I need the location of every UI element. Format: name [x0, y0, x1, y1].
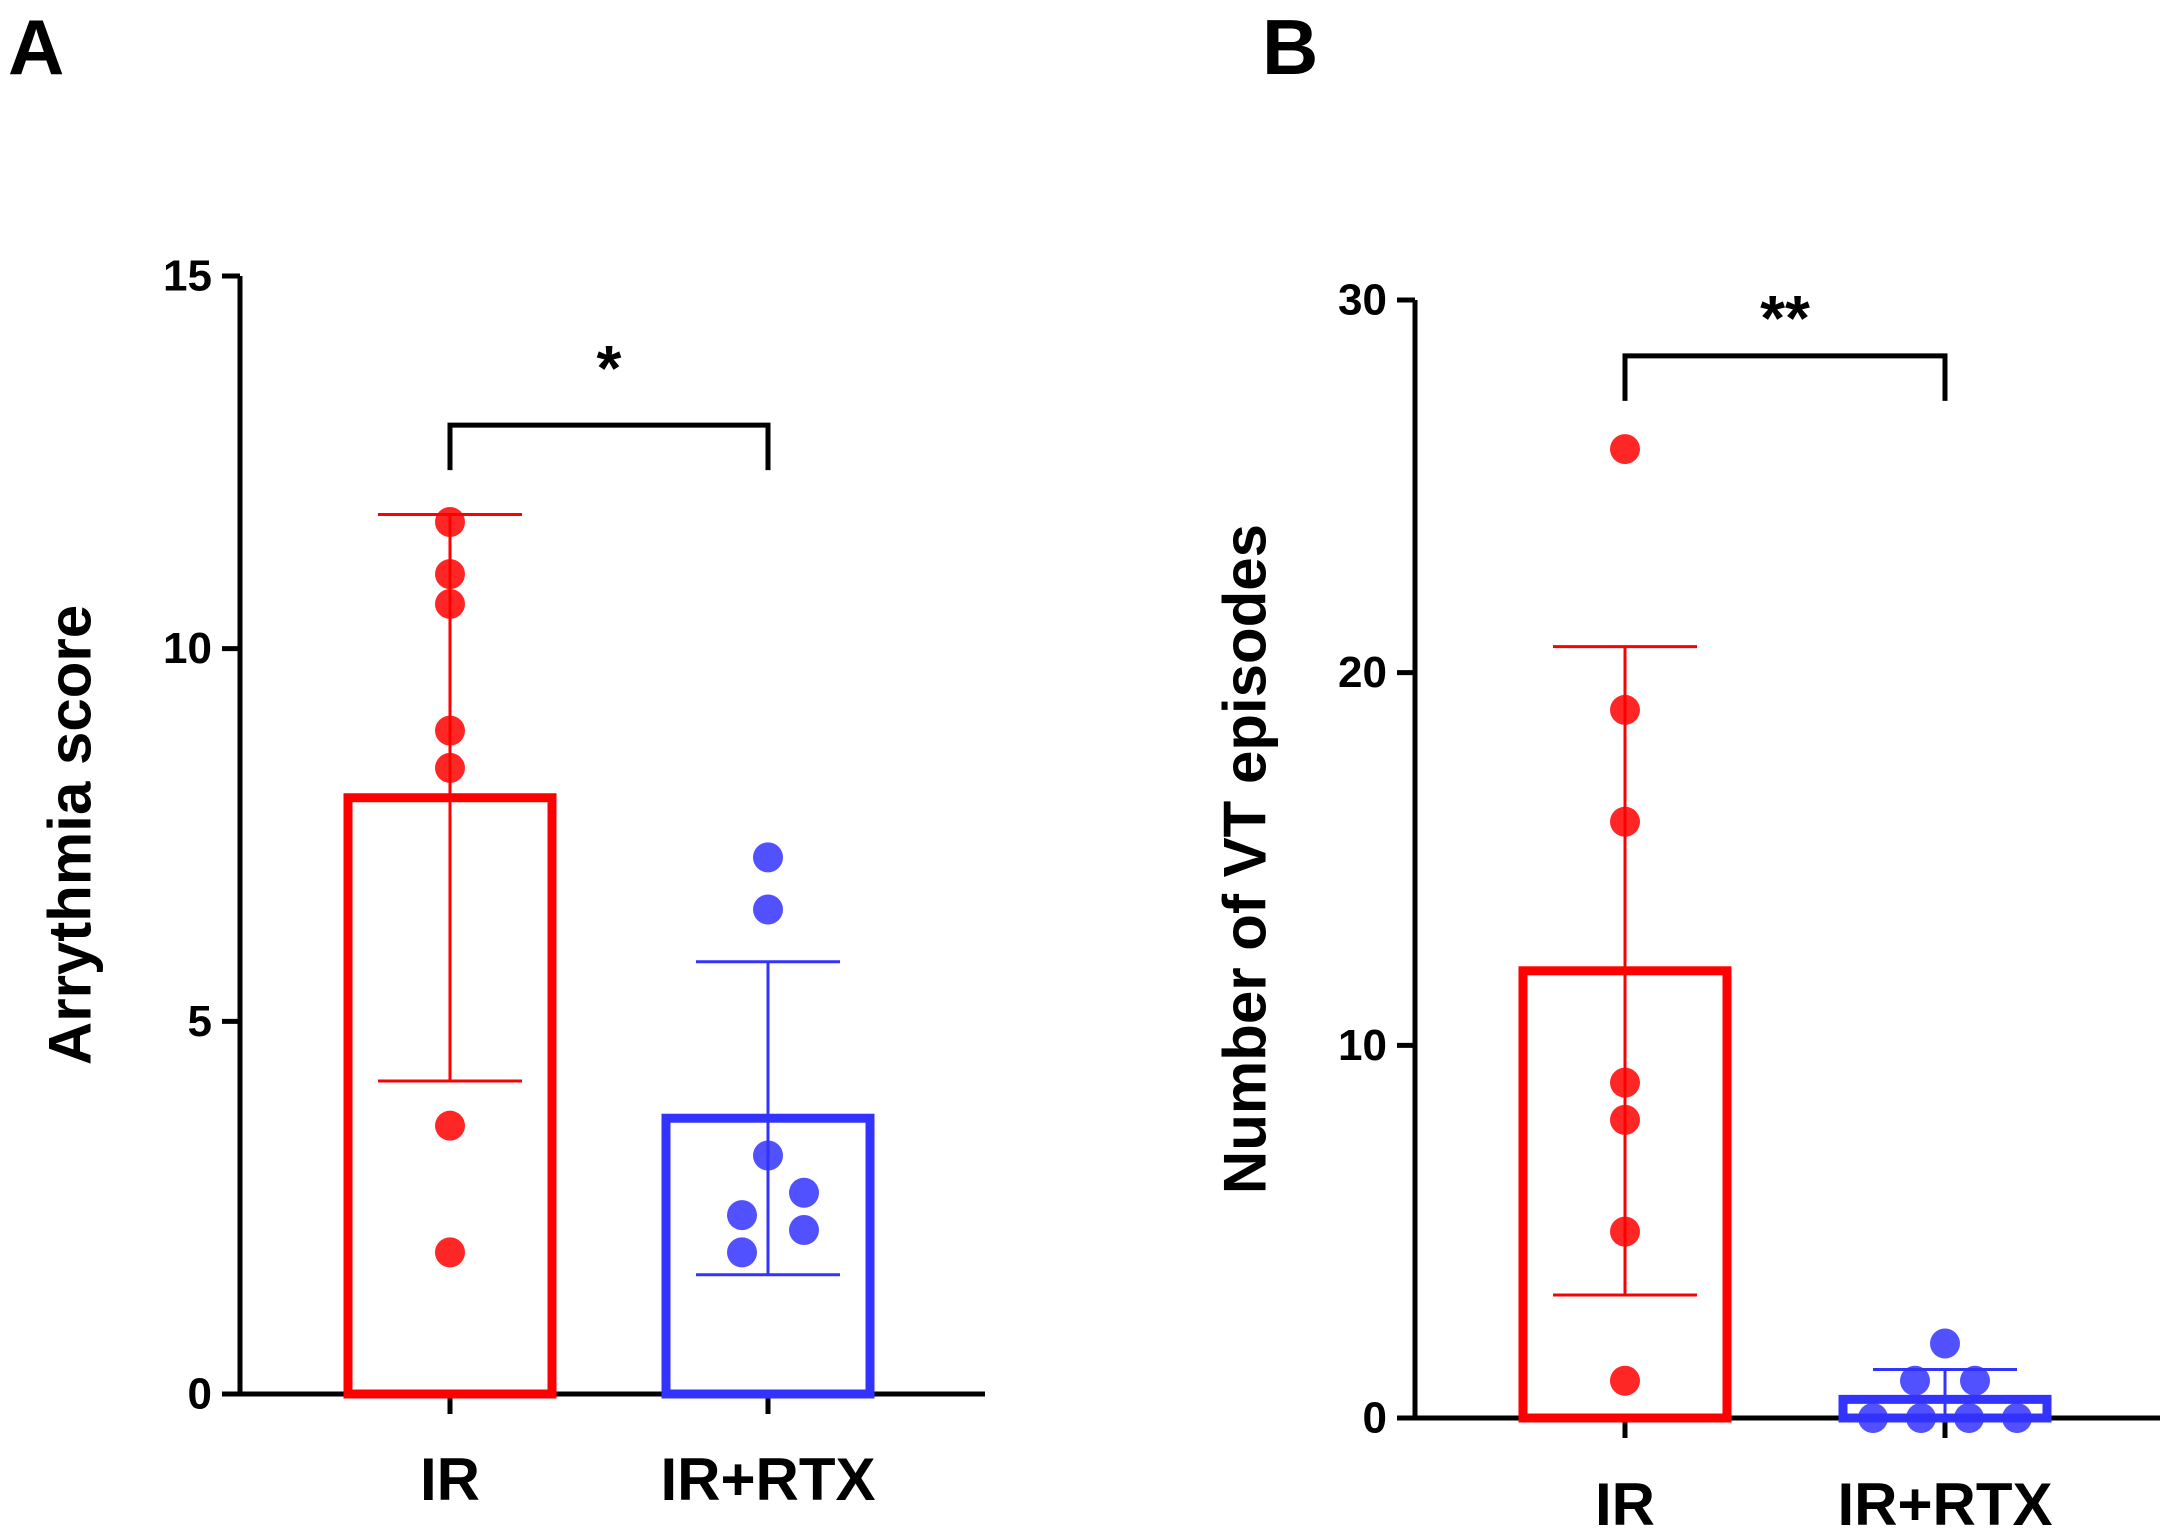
y-tick-label: 10: [1338, 1021, 1387, 1070]
data-point: [435, 1110, 465, 1141]
data-point: [435, 1237, 465, 1268]
category-label: IR+RTX: [1837, 1471, 2052, 1538]
data-point: [789, 1215, 819, 1246]
data-point: [753, 1140, 783, 1171]
y-tick-label: 5: [188, 997, 212, 1046]
data-point: [1610, 1216, 1640, 1247]
significance-bracket: [1622, 353, 1948, 401]
category-label: IR: [1595, 1471, 1655, 1538]
category-label: IR: [420, 1446, 480, 1513]
data-point: [1610, 806, 1640, 837]
y-axis-title: Arrythmia score: [37, 605, 104, 1065]
data-point: [1900, 1365, 1930, 1396]
data-point: [789, 1177, 819, 1208]
data-point: [1610, 1365, 1640, 1396]
significance-marker: *: [597, 332, 622, 404]
data-point: [1858, 1403, 1888, 1433]
data-point: [1610, 694, 1640, 725]
data-point: [1610, 1104, 1640, 1135]
data-point: [727, 1200, 757, 1231]
data-point: [1610, 434, 1640, 465]
data-point: [2002, 1403, 2032, 1433]
y-tick-label: 15: [163, 252, 212, 301]
y-tick-label: 30: [1338, 276, 1387, 325]
y-tick-label: 20: [1338, 648, 1387, 697]
category-label: IR+RTX: [660, 1446, 875, 1513]
panel-label: A: [8, 3, 64, 91]
y-tick-label: 0: [1363, 1394, 1387, 1443]
y-tick-label: 0: [188, 1370, 212, 1419]
data-point: [1930, 1328, 1960, 1359]
data-point: [1906, 1403, 1936, 1433]
y-axis-title: Number of VT episodes: [1212, 524, 1279, 1194]
data-point: [1610, 1067, 1640, 1098]
data-point: [435, 715, 465, 746]
data-point: [753, 894, 783, 925]
data-point: [435, 752, 465, 783]
data-point: [435, 588, 465, 619]
data-point: [435, 506, 465, 537]
panel-b: B Number of VT episodes 0 10 20 30 ** IR IR+…: [1212, 3, 2160, 1538]
data-point: [1960, 1365, 1990, 1396]
significance-bracket: [447, 422, 771, 471]
axes: 0 10 20 30: [1338, 276, 2160, 1443]
data-point: [1954, 1403, 1984, 1433]
y-tick-label: 10: [163, 624, 212, 673]
panel-a: A Arrythmia score 0 5 10 15 * IR IR+RTX: [8, 3, 985, 1513]
data-point: [435, 559, 465, 590]
data-point: [753, 842, 783, 873]
panel-label: B: [1262, 3, 1318, 91]
significance-marker: **: [1760, 282, 1810, 354]
data-point: [727, 1237, 757, 1268]
